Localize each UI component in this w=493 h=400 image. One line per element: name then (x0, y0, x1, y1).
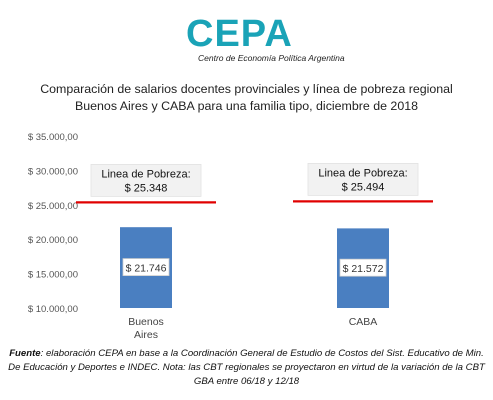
chart-title-line-1: Comparación de salarios docentes provinc… (40, 82, 453, 96)
bar-value-label: $ 21.746 (126, 263, 167, 275)
footnote-line-3: GBA entre 06/18 y 12/18 (193, 376, 300, 387)
category-label: CABA (349, 316, 378, 328)
y-tick-label: $ 25.000,00 (28, 201, 78, 212)
bar-value-label: $ 21.572 (343, 263, 384, 275)
footnote-line-1-text: : elaboración CEPA en base a la Coordina… (40, 348, 484, 359)
y-tick-label: $ 10.000,00 (28, 304, 78, 315)
bar-value-label-box (339, 258, 387, 277)
category-label: Aires (134, 329, 158, 340)
logo-wordmark: CEPA (186, 13, 293, 55)
poverty-callout-box (307, 163, 419, 196)
y-tick-label: $ 20.000,00 (28, 235, 78, 246)
bar-value-label-box (122, 258, 170, 276)
logo-subtitle: Centro de Economía Política Argentina (198, 53, 345, 63)
footnote: Fuente: elaboración CEPA en base a la Co… (0, 347, 493, 389)
y-tick-label: $ 30.000,00 (28, 166, 78, 177)
poverty-callout-label: Linea de Pobreza: (318, 167, 407, 179)
poverty-callout-value: $ 25.494 (342, 181, 385, 193)
poverty-callout-label: Linea de Pobreza: (101, 168, 190, 180)
bar-chart: $ 10.000,00 $ 15.000,00 $ 20.000,00 $ 25.00… (28, 132, 433, 340)
y-tick-label: $ 15.000,00 (28, 270, 78, 281)
poverty-callout-box (90, 164, 202, 197)
category-label: Buenos (128, 316, 164, 328)
y-tick-label: $ 35.000,00 (28, 132, 78, 143)
cepa-logo: CEPA Centro de Economía Política Argenti… (186, 13, 345, 64)
footnote-line-1: Fuente: elaboración CEPA en base a la Co… (0, 347, 493, 361)
chart-title-line-2: Buenos Aires y CABA para una familia tip… (74, 99, 418, 113)
footnote-line-2: De Educación y Deportes e INDEC. Nota: l… (8, 362, 485, 373)
poverty-callout-value: $ 25.348 (125, 182, 168, 194)
footnote-lead: Fuente (9, 348, 41, 359)
